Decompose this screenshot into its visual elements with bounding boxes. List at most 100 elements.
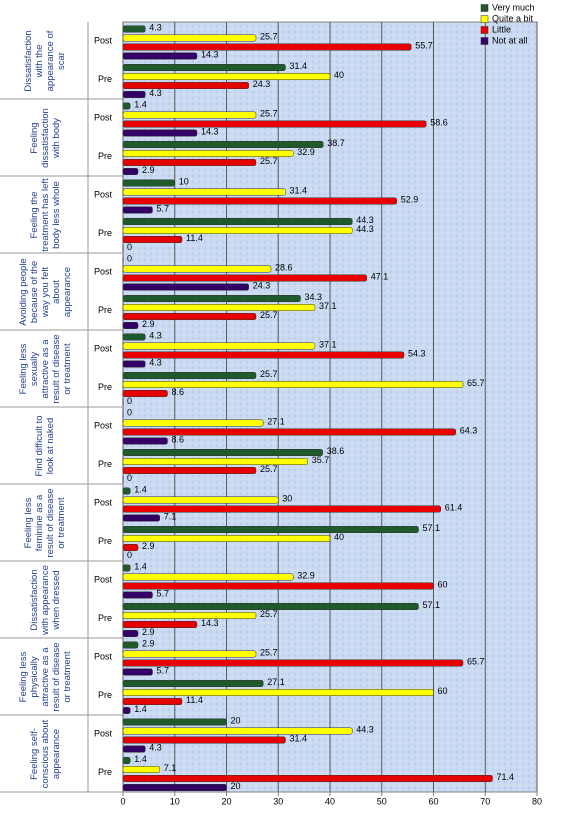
- value-label: 14.3: [201, 618, 219, 628]
- bar: [122, 689, 434, 696]
- legend-swatch: [480, 4, 489, 12]
- bar: [122, 197, 398, 205]
- category-label: Pre: [98, 613, 112, 623]
- value-label: 0: [127, 396, 132, 406]
- category-label: Pre: [98, 459, 112, 469]
- value-label: 25.7: [260, 464, 278, 474]
- value-label: 55.7: [415, 40, 433, 50]
- value-label: 61.4: [445, 502, 463, 512]
- x-tick-label: 40: [325, 796, 335, 806]
- bar: [122, 573, 294, 581]
- value-label: 65.7: [467, 378, 485, 388]
- group-label: Feeling self-conscious about appearance: [28, 719, 62, 788]
- value-label: 25.7: [260, 310, 278, 320]
- value-label: 8.6: [172, 387, 185, 397]
- x-tick-label: 30: [273, 796, 283, 806]
- bar: [122, 43, 412, 51]
- value-label: 24.3: [253, 79, 271, 89]
- bar: [122, 650, 257, 658]
- value-label: 31.4: [289, 733, 307, 743]
- bar: [122, 718, 227, 726]
- bar: [122, 784, 227, 791]
- value-label: 25.7: [260, 369, 278, 379]
- bar: [122, 120, 427, 128]
- value-label: 40: [334, 70, 344, 80]
- value-label: 24.3: [253, 280, 271, 290]
- bar: [122, 582, 434, 590]
- x-tick-label: 60: [428, 796, 438, 806]
- value-label: 11.4: [186, 695, 203, 705]
- bar: [122, 544, 139, 551]
- value-label: 58.6: [430, 117, 448, 127]
- category-label: Post: [94, 36, 113, 46]
- value-label: 32.9: [297, 570, 315, 580]
- bar: [122, 487, 131, 495]
- value-label: 10: [179, 176, 189, 186]
- value-label: 37.1: [319, 301, 337, 311]
- category-label: Pre: [98, 690, 112, 700]
- value-label: 2.9: [142, 627, 155, 637]
- bar: [122, 612, 257, 619]
- value-label: 5.7: [156, 665, 169, 675]
- group-label: Feeling the treatment has left body less…: [28, 177, 62, 252]
- group-label: Feeling less sexually attractive as a re…: [17, 333, 73, 404]
- value-label: 64.3: [460, 425, 478, 435]
- legend-swatch: [480, 37, 489, 45]
- value-label: 11.4: [186, 233, 203, 243]
- value-label: 57.1: [422, 523, 440, 533]
- value-label: 44.3: [356, 724, 374, 734]
- bar: [122, 91, 146, 98]
- bar: [122, 775, 493, 782]
- value-label: 37.1: [319, 339, 337, 349]
- value-label: 52.9: [401, 194, 419, 204]
- bar: [122, 757, 131, 764]
- category-label: Pre: [98, 536, 112, 546]
- value-label: 47.1: [371, 271, 389, 281]
- x-tick-label: 20: [221, 796, 231, 806]
- category-label: Post: [94, 498, 113, 508]
- value-label: 1.4: [134, 561, 147, 571]
- value-label: 2.9: [142, 541, 155, 551]
- category-label: Pre: [98, 228, 112, 238]
- bar: [122, 73, 331, 80]
- value-label: 44.3: [356, 215, 374, 225]
- value-label: 14.3: [201, 49, 219, 59]
- bar: [122, 265, 272, 273]
- bar: [122, 322, 139, 329]
- bar: [122, 591, 153, 599]
- legend-label: Not at all: [492, 35, 528, 45]
- legend-label: Very much: [492, 2, 535, 12]
- category-label: Post: [94, 575, 113, 585]
- bar: [122, 526, 419, 533]
- category-label: Post: [94, 113, 113, 123]
- value-label: 1.4: [134, 99, 147, 109]
- value-label: 31.4: [289, 61, 307, 71]
- value-label: 71.4: [496, 772, 514, 782]
- bar: [122, 274, 367, 282]
- bar: [122, 496, 279, 504]
- value-label: 5.7: [156, 203, 169, 213]
- bar: [122, 727, 353, 735]
- bar: [122, 736, 286, 744]
- bar: [122, 111, 257, 119]
- bar: [122, 428, 457, 436]
- value-label: 38.7: [327, 138, 345, 148]
- bar: [122, 458, 308, 465]
- bar: [122, 437, 168, 445]
- legend-swatch: [480, 26, 489, 34]
- bar: [122, 390, 168, 397]
- group-label: Feeling dissatisfaction with body: [28, 107, 62, 168]
- bar: [122, 659, 464, 667]
- value-label: 4.3: [149, 742, 162, 752]
- bar: [122, 25, 146, 33]
- legend-swatch: [480, 15, 489, 23]
- value-label: 7.1: [164, 511, 177, 521]
- bar: [122, 564, 131, 572]
- category-label: Pre: [98, 151, 112, 161]
- x-tick-label: 0: [120, 796, 125, 806]
- value-label: 0: [127, 550, 132, 560]
- bar: [122, 698, 183, 705]
- bar: [122, 467, 257, 474]
- value-label: 25.7: [260, 31, 278, 41]
- bar: [122, 64, 286, 71]
